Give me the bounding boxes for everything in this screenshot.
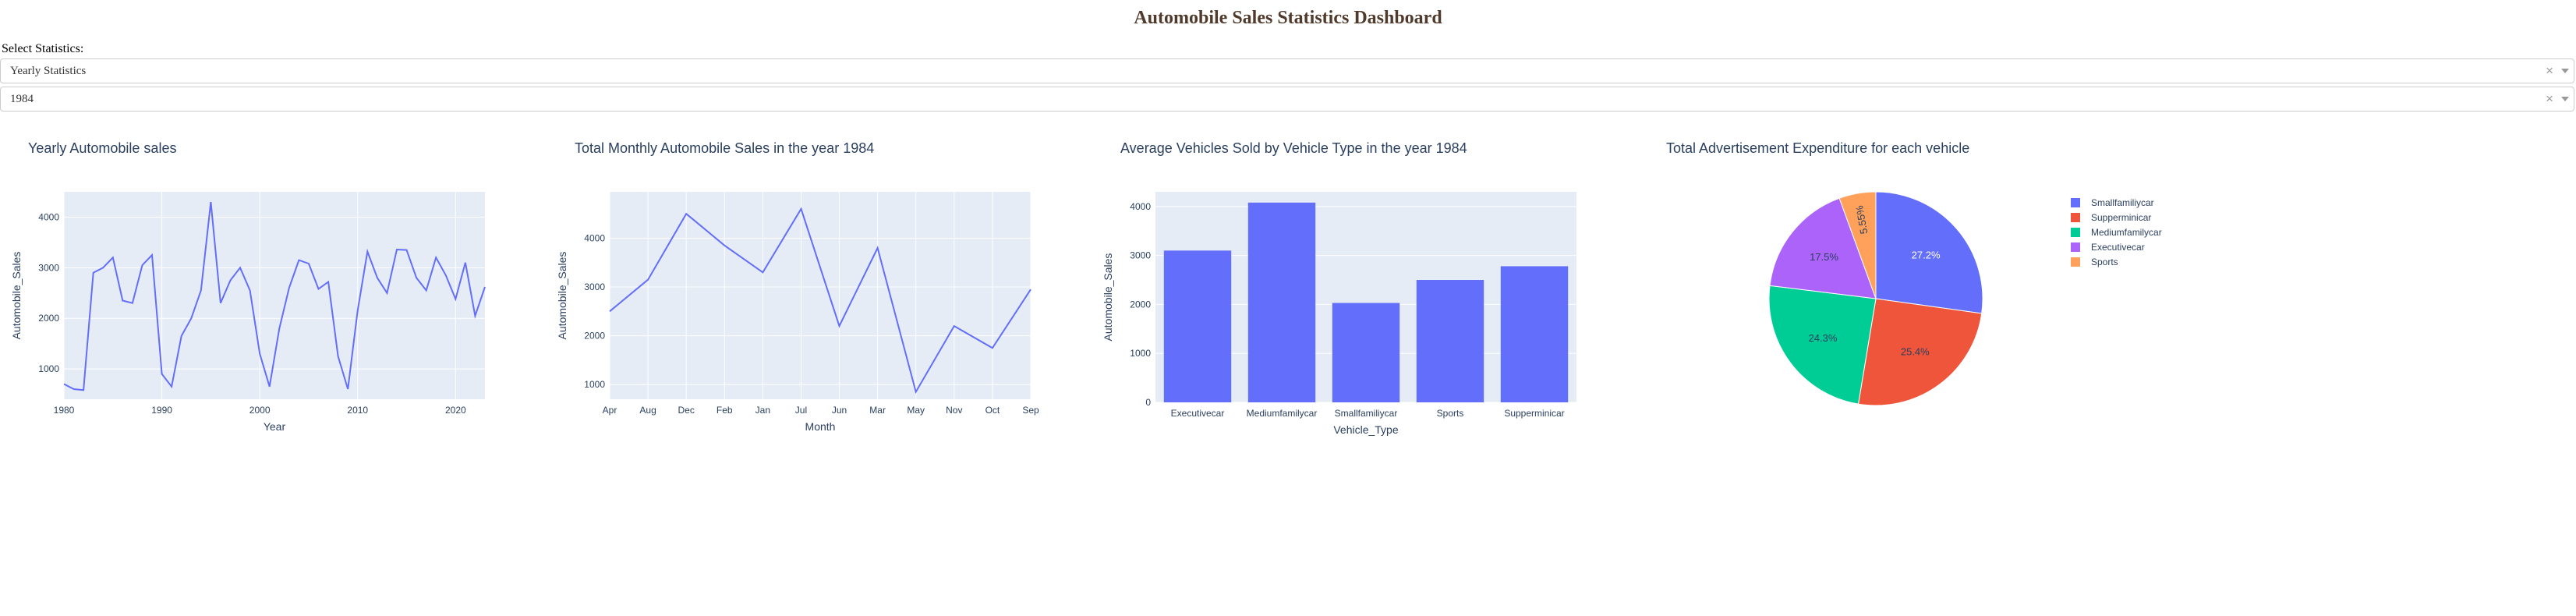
y-tick-label: 1000 xyxy=(584,379,605,390)
bar xyxy=(1247,202,1316,402)
x-tick-label: 1990 xyxy=(151,405,172,416)
y-tick-label: 2000 xyxy=(1130,299,1151,310)
x-tick-label: Sep xyxy=(1022,405,1039,416)
slice-label: 27.2% xyxy=(1912,249,1941,260)
slice-label: 17.5% xyxy=(1810,251,1838,263)
legend-label: Sports xyxy=(2091,257,2118,267)
slice-label: 5.55% xyxy=(1853,204,1870,235)
statistics-dropdown-value: Yearly Statistics xyxy=(10,65,87,77)
x-tick-label: Dec xyxy=(678,405,695,416)
x-tick-label: Jun xyxy=(832,405,847,416)
bar xyxy=(1163,250,1232,402)
select-statistics-label: Select Statistics: xyxy=(2,42,84,55)
x-axis-title: Year xyxy=(264,420,286,433)
bar xyxy=(1416,280,1484,402)
x-tick-label: Executivecar xyxy=(1171,408,1225,419)
chevron-down-icon[interactable] xyxy=(2561,69,2569,73)
x-tick-label: Jul xyxy=(795,405,807,416)
legend-label: Supperminicar xyxy=(2091,212,2151,223)
legend-label: Executivecar xyxy=(2091,242,2145,253)
statistics-dropdown[interactable]: Yearly Statistics × xyxy=(0,58,2574,83)
x-tick-label: Smallfamiliycar xyxy=(1335,408,1398,419)
y-tick-label: 4000 xyxy=(584,232,605,243)
legend-label: Smallfamiliycar xyxy=(2091,197,2154,208)
series-line xyxy=(63,201,486,391)
x-tick-label: Supperminicar xyxy=(1504,408,1564,419)
x-tick-label: Oct xyxy=(985,405,1000,416)
y-tick-label: 3000 xyxy=(1130,250,1151,261)
x-tick-label: 2000 xyxy=(249,405,271,416)
legend-swatch xyxy=(2071,213,2080,222)
x-tick-label: Aug xyxy=(639,405,656,416)
x-tick-label: Apr xyxy=(603,405,617,416)
y-tick-label: 4000 xyxy=(1130,201,1151,212)
legend-swatch xyxy=(2071,243,2080,252)
chart-title: Yearly Automobile sales xyxy=(28,140,176,156)
pie-slice xyxy=(1768,285,1877,405)
x-tick-label: Mediumfamilycar xyxy=(1247,408,1318,419)
pie-slice xyxy=(1769,197,1877,299)
x-axis-title: Vehicle_Type xyxy=(1333,423,1398,436)
y-tick-label: 1000 xyxy=(38,363,59,374)
y-tick-label: 4000 xyxy=(38,211,59,222)
pie-slice xyxy=(1838,191,1877,299)
x-tick-label: 1980 xyxy=(54,405,75,416)
x-axis-title: Month xyxy=(805,420,836,433)
y-tick-label: 0 xyxy=(1145,397,1151,408)
chart-title: Average Vehicles Sold by Vehicle Type in… xyxy=(1120,140,1467,156)
series-line xyxy=(609,207,1031,395)
x-tick-label: May xyxy=(907,405,925,416)
y-axis-title: Automobile_Sales xyxy=(10,252,23,340)
x-tick-label: 2010 xyxy=(347,405,368,416)
year-dropdown-value: 1984 xyxy=(10,93,34,105)
plot-area xyxy=(610,192,1031,399)
pie-slice xyxy=(1857,298,1983,406)
legend-label: Mediumfamilycar xyxy=(2091,227,2162,238)
plot-area xyxy=(64,192,485,399)
x-tick-label: Feb xyxy=(717,405,733,416)
chart-title: Total Monthly Automobile Sales in the ye… xyxy=(575,140,874,156)
legend-swatch xyxy=(2071,228,2080,237)
x-tick-label: Jan xyxy=(755,405,770,416)
x-tick-label: 2020 xyxy=(445,405,466,416)
slice-label: 25.4% xyxy=(1901,346,1930,358)
clear-icon[interactable]: × xyxy=(2546,63,2553,78)
y-tick-label: 2000 xyxy=(584,331,605,342)
y-axis-title: Automobile_Sales xyxy=(1102,253,1114,342)
y-tick-label: 1000 xyxy=(1130,348,1151,359)
bar xyxy=(1332,303,1400,402)
y-tick-label: 3000 xyxy=(584,281,605,292)
x-tick-label: Mar xyxy=(869,405,886,416)
year-dropdown[interactable]: 1984 × xyxy=(0,87,2574,112)
slice-label: 24.3% xyxy=(1809,332,1838,344)
x-tick-label: Nov xyxy=(946,405,962,416)
page-title: Automobile Sales Statistics Dashboard xyxy=(1134,8,1442,28)
x-tick-label: Sports xyxy=(1437,408,1464,419)
bar xyxy=(1500,266,1569,402)
y-tick-label: 2000 xyxy=(38,313,59,324)
pie-slice xyxy=(1875,191,1983,314)
chevron-down-icon[interactable] xyxy=(2561,97,2569,101)
y-tick-label: 3000 xyxy=(38,262,59,273)
legend-swatch xyxy=(2071,257,2080,267)
legend-swatch xyxy=(2071,198,2080,207)
chart-title: Total Advertisement Expenditure for each… xyxy=(1666,140,1969,156)
clear-icon[interactable]: × xyxy=(2546,91,2553,106)
y-axis-title: Automobile_Sales xyxy=(556,252,568,340)
